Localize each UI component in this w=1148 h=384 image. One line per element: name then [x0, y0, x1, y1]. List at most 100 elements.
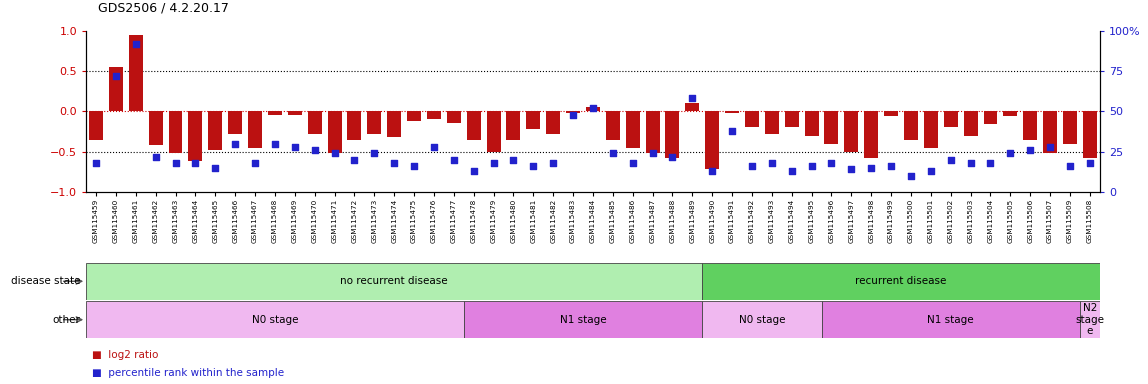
Bar — [666, 111, 680, 158]
Bar — [785, 111, 799, 127]
Bar — [703, 263, 1100, 300]
Bar — [427, 111, 441, 119]
Bar — [944, 111, 957, 127]
Point — [1080, 160, 1099, 166]
Bar — [705, 111, 719, 169]
Point — [147, 154, 165, 160]
Bar — [467, 111, 481, 140]
Point — [623, 160, 642, 166]
Point — [107, 73, 125, 79]
Point — [226, 141, 245, 147]
Text: ■  log2 ratio: ■ log2 ratio — [92, 350, 158, 360]
Bar — [546, 111, 560, 134]
Point — [862, 165, 881, 171]
Bar — [1083, 111, 1096, 158]
Bar — [526, 111, 541, 129]
Point — [207, 165, 225, 171]
Point — [941, 157, 960, 163]
Bar — [464, 301, 703, 338]
Point — [484, 160, 503, 166]
Point — [166, 160, 185, 166]
Point — [405, 163, 424, 169]
Bar — [685, 103, 699, 111]
Bar — [109, 67, 123, 111]
Point — [425, 144, 443, 150]
Bar — [408, 111, 421, 121]
Bar — [884, 111, 898, 116]
Point — [465, 168, 483, 174]
Bar — [487, 111, 501, 152]
Bar — [1023, 111, 1037, 140]
Bar — [845, 111, 859, 152]
Bar — [86, 301, 464, 338]
Text: N1 stage: N1 stage — [928, 314, 974, 325]
Point — [982, 160, 1000, 166]
Point — [525, 163, 543, 169]
Bar — [149, 111, 163, 145]
Point — [265, 141, 284, 147]
Bar — [208, 111, 223, 150]
Bar — [824, 111, 838, 144]
Bar — [805, 111, 819, 136]
Point — [504, 157, 522, 163]
Text: N1 stage: N1 stage — [560, 314, 606, 325]
Bar — [765, 111, 778, 134]
Text: recurrent disease: recurrent disease — [855, 276, 947, 286]
Point — [385, 160, 403, 166]
Bar — [984, 111, 998, 124]
Text: no recurrent disease: no recurrent disease — [340, 276, 448, 286]
Bar — [626, 111, 639, 148]
Bar — [308, 111, 321, 134]
Bar — [745, 111, 759, 127]
Bar — [963, 111, 978, 136]
Point — [444, 157, 463, 163]
Point — [583, 105, 602, 111]
Bar — [1080, 301, 1100, 338]
Bar — [822, 301, 1080, 338]
Bar — [248, 111, 262, 148]
Bar — [645, 111, 660, 153]
Point — [822, 160, 840, 166]
Point — [365, 150, 383, 156]
Point — [664, 154, 682, 160]
Point — [783, 168, 801, 174]
Bar — [1044, 111, 1057, 153]
Point — [305, 147, 324, 153]
Text: N0 stage: N0 stage — [251, 314, 298, 325]
Bar — [367, 111, 381, 134]
Point — [1061, 163, 1079, 169]
Bar — [327, 111, 341, 153]
Point — [186, 160, 204, 166]
Point — [564, 111, 582, 118]
Bar — [726, 111, 739, 113]
Bar — [506, 111, 520, 140]
Bar — [606, 111, 620, 140]
Bar — [703, 301, 822, 338]
Bar — [387, 111, 401, 137]
Bar — [288, 111, 302, 115]
Point — [703, 168, 721, 174]
Bar — [129, 35, 142, 111]
Point — [723, 127, 742, 134]
Point — [743, 163, 761, 169]
Text: other: other — [53, 314, 80, 325]
Bar — [228, 111, 242, 134]
Bar — [86, 263, 703, 300]
Point — [246, 160, 264, 166]
Text: ■  percentile rank within the sample: ■ percentile rank within the sample — [92, 368, 284, 378]
Point — [762, 160, 781, 166]
Point — [843, 166, 861, 172]
Point — [286, 144, 304, 150]
Point — [346, 157, 364, 163]
Bar — [447, 111, 460, 124]
Point — [1001, 150, 1019, 156]
Point — [1021, 147, 1039, 153]
Text: N2
stage
e: N2 stage e — [1076, 303, 1104, 336]
Point — [87, 160, 106, 166]
Point — [902, 173, 921, 179]
Bar — [566, 111, 580, 113]
Bar — [585, 108, 600, 111]
Bar — [90, 111, 103, 140]
Point — [961, 160, 979, 166]
Text: GDS2506 / 4.2.20.17: GDS2506 / 4.2.20.17 — [98, 2, 228, 15]
